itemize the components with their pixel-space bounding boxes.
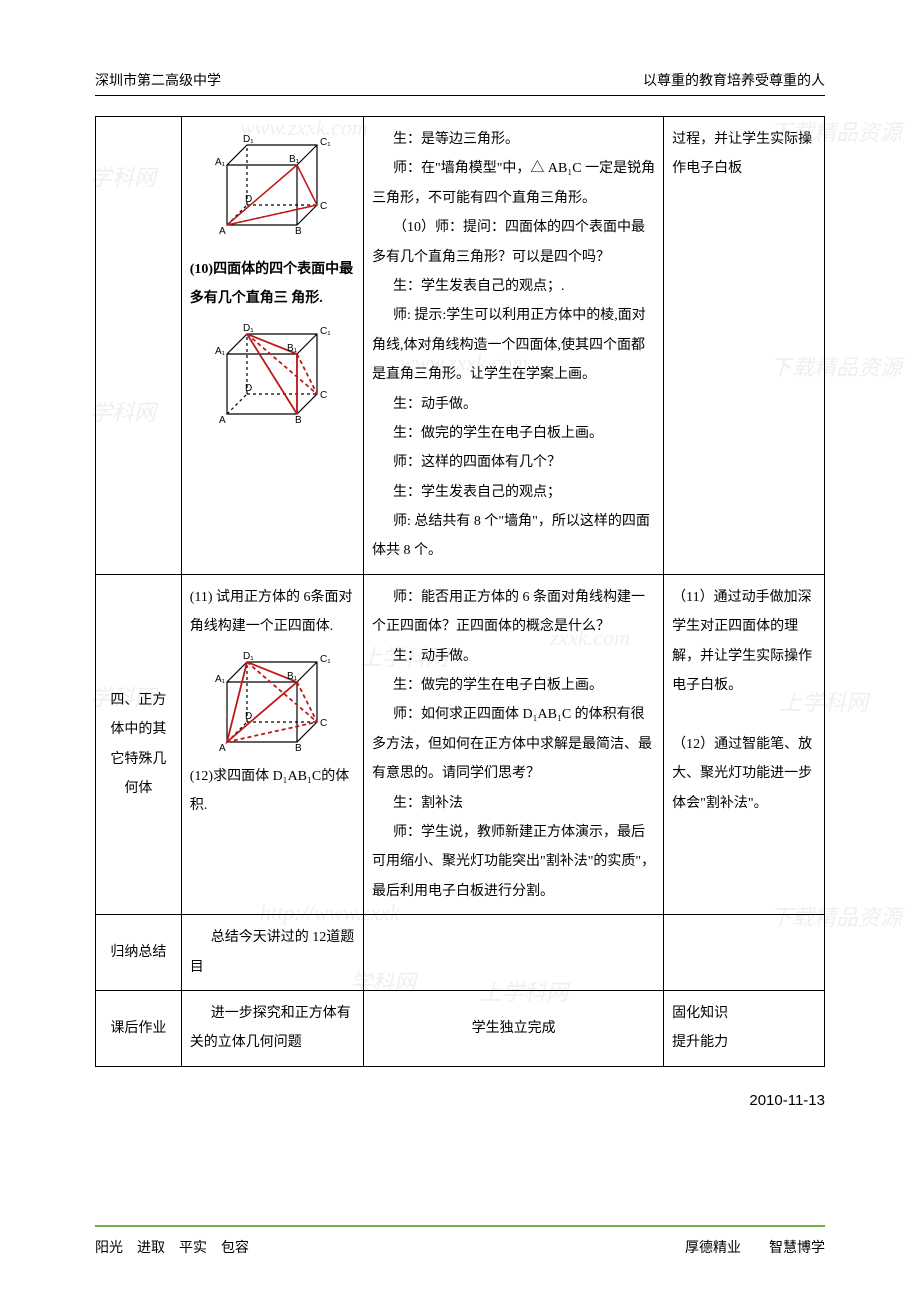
table-row: 四、正方体中的其它特殊几何体 (11) 试用正方体的 6条面对角线构建一个正四面…	[96, 574, 825, 914]
dialogue-line: 生：做完的学生在电子白板上画。	[372, 671, 655, 700]
footer-rule	[95, 1225, 825, 1227]
svg-text:C₁: C₁	[320, 137, 331, 148]
svg-text:D: D	[245, 711, 252, 722]
header-right: 以尊重的教育培养受尊重的人	[643, 70, 825, 90]
dialogue-line: 师：这样的四面体有几个？	[372, 448, 655, 477]
svg-text:B: B	[295, 226, 302, 237]
footer-left: 阳光 进取 平实 包容	[95, 1237, 249, 1257]
question-cell: A B C D A₁ B₁ C₁ D₁ (10)四面体的四个表面中最多有几个直角三 角形…	[181, 117, 363, 575]
svg-text:B: B	[295, 415, 302, 426]
dialogue-line: 师：在"墙角模型"中，△ AB₁C 一定是锐角三角形，不可能有四个直角三角形。	[372, 154, 655, 213]
page-header: 深圳市第二高级中学 以尊重的教育培养受尊重的人	[95, 70, 825, 90]
question-11: (11) 试用正方体的 6条面对角线构建一个正四面体.	[190, 583, 355, 642]
svg-text:D₁: D₁	[243, 651, 254, 662]
svg-text:D₁: D₁	[243, 134, 254, 145]
section-label: 归纳总结	[96, 915, 182, 991]
svg-text:C₁: C₁	[320, 654, 331, 665]
cube-diagram-1: A B C D A₁ B₁ C₁ D₁	[207, 130, 337, 240]
table-row: 课后作业 进一步探究和正方体有关的立体几何问题 学生独立完成 固化知识 提升能力	[96, 990, 825, 1066]
svg-text:C: C	[320, 718, 327, 729]
dialogue-line: 生：学生发表自己的观点；.	[372, 272, 655, 301]
page-footer: 阳光 进取 平实 包容 厚德精业 智慧博学	[95, 1237, 825, 1257]
dialogue-line: 师: 提示:学生可以利用正方体中的棱,面对角线,体对角线构造一个四面体,使其四个…	[372, 301, 655, 389]
question-cell: (11) 试用正方体的 6条面对角线构建一个正四面体. A B	[181, 574, 363, 914]
notes-cell: （11）通过动手做加深学生对正四面体的理解，并让学生实际操作电子白板。 （12）…	[664, 574, 825, 914]
dialogue-line: 生：割补法	[372, 789, 655, 818]
svg-text:B: B	[295, 743, 302, 754]
cube-diagram-3: A B C D A₁ B₁ C₁ D₁	[207, 647, 337, 757]
section-label: 课后作业	[96, 990, 182, 1066]
notes-cell: 固化知识 提升能力	[664, 990, 825, 1066]
svg-text:D: D	[245, 194, 252, 205]
lesson-plan-table: A B C D A₁ B₁ C₁ D₁ (10)四面体的四个表面中最多有几个直角三 角形…	[95, 116, 825, 1067]
svg-text:D₁: D₁	[243, 323, 254, 334]
svg-text:A: A	[219, 226, 226, 237]
header-rule	[95, 95, 825, 96]
svg-text:B₁: B₁	[287, 671, 298, 682]
notes-cell: 过程，并让学生实际操作电子白板	[664, 117, 825, 575]
dialogue-line: 师：学生说，教师新建正方体演示，最后可用缩小、聚光灯功能突出"割补法"的实质"，…	[372, 818, 655, 906]
svg-text:A: A	[219, 415, 226, 426]
question-12: (12)求四面体 D₁AB₁C的体积.	[190, 762, 355, 821]
svg-text:B₁: B₁	[287, 343, 298, 354]
dialogue-cell: 生：是等边三角形。师：在"墙角模型"中，△ AB₁C 一定是锐角三角形，不可能有…	[364, 117, 664, 575]
table-row: A B C D A₁ B₁ C₁ D₁ (10)四面体的四个表面中最多有几个直角三 角形…	[96, 117, 825, 575]
table-row: 归纳总结 总结今天讲过的 12道题目	[96, 915, 825, 991]
document-date: 2010-11-13	[95, 1092, 825, 1109]
dialogue-line: 生：动手做。	[372, 642, 655, 671]
svg-text:C₁: C₁	[320, 326, 331, 337]
dialogue-cell: 学生独立完成	[364, 990, 664, 1066]
svg-text:C: C	[320, 201, 327, 212]
dialogue-cell: 师：能否用正方体的 6 条面对角线构建一个正四面体？正四面体的概念是什么？生：动…	[364, 574, 664, 914]
dialogue-line: 生：动手做。	[372, 390, 655, 419]
question-10-title: (10)四面体的四个表面中最多有几个直角三 角形.	[190, 255, 355, 314]
homework-cell: 进一步探究和正方体有关的立体几何问题	[181, 990, 363, 1066]
dialogue-cell	[364, 915, 664, 991]
dialogue-line: （10）师：提问：四面体的四个表面中最多有几个直角三角形？可以是四个吗？	[372, 213, 655, 272]
summary-cell: 总结今天讲过的 12道题目	[181, 915, 363, 991]
dialogue-line: 生：是等边三角形。	[372, 125, 655, 154]
svg-text:A₁: A₁	[215, 674, 226, 685]
svg-text:D: D	[245, 383, 252, 394]
svg-text:A₁: A₁	[215, 346, 226, 357]
header-left: 深圳市第二高级中学	[95, 70, 221, 90]
dialogue-line: 师：如何求正四面体 D₁AB₁C 的体积有很多方法，但如何在正方体中求解是最简洁…	[372, 700, 655, 788]
section-label	[96, 117, 182, 575]
dialogue-line: 生：学生发表自己的观点；	[372, 478, 655, 507]
svg-text:C: C	[320, 390, 327, 401]
notes-cell	[664, 915, 825, 991]
dialogue-line: 师：能否用正方体的 6 条面对角线构建一个正四面体？正四面体的概念是什么？	[372, 583, 655, 642]
section-label: 四、正方体中的其它特殊几何体	[96, 574, 182, 914]
footer-right: 厚德精业 智慧博学	[685, 1237, 825, 1257]
cube-diagram-2: A B C D A₁ B₁ C₁ D₁	[207, 319, 337, 429]
dialogue-line: 生：做完的学生在电子白板上画。	[372, 419, 655, 448]
dialogue-line: 师: 总结共有 8 个"墙角"，所以这样的四面体共 8 个。	[372, 507, 655, 566]
svg-text:B₁: B₁	[289, 154, 300, 165]
svg-text:A: A	[219, 743, 226, 754]
svg-text:A₁: A₁	[215, 157, 226, 168]
